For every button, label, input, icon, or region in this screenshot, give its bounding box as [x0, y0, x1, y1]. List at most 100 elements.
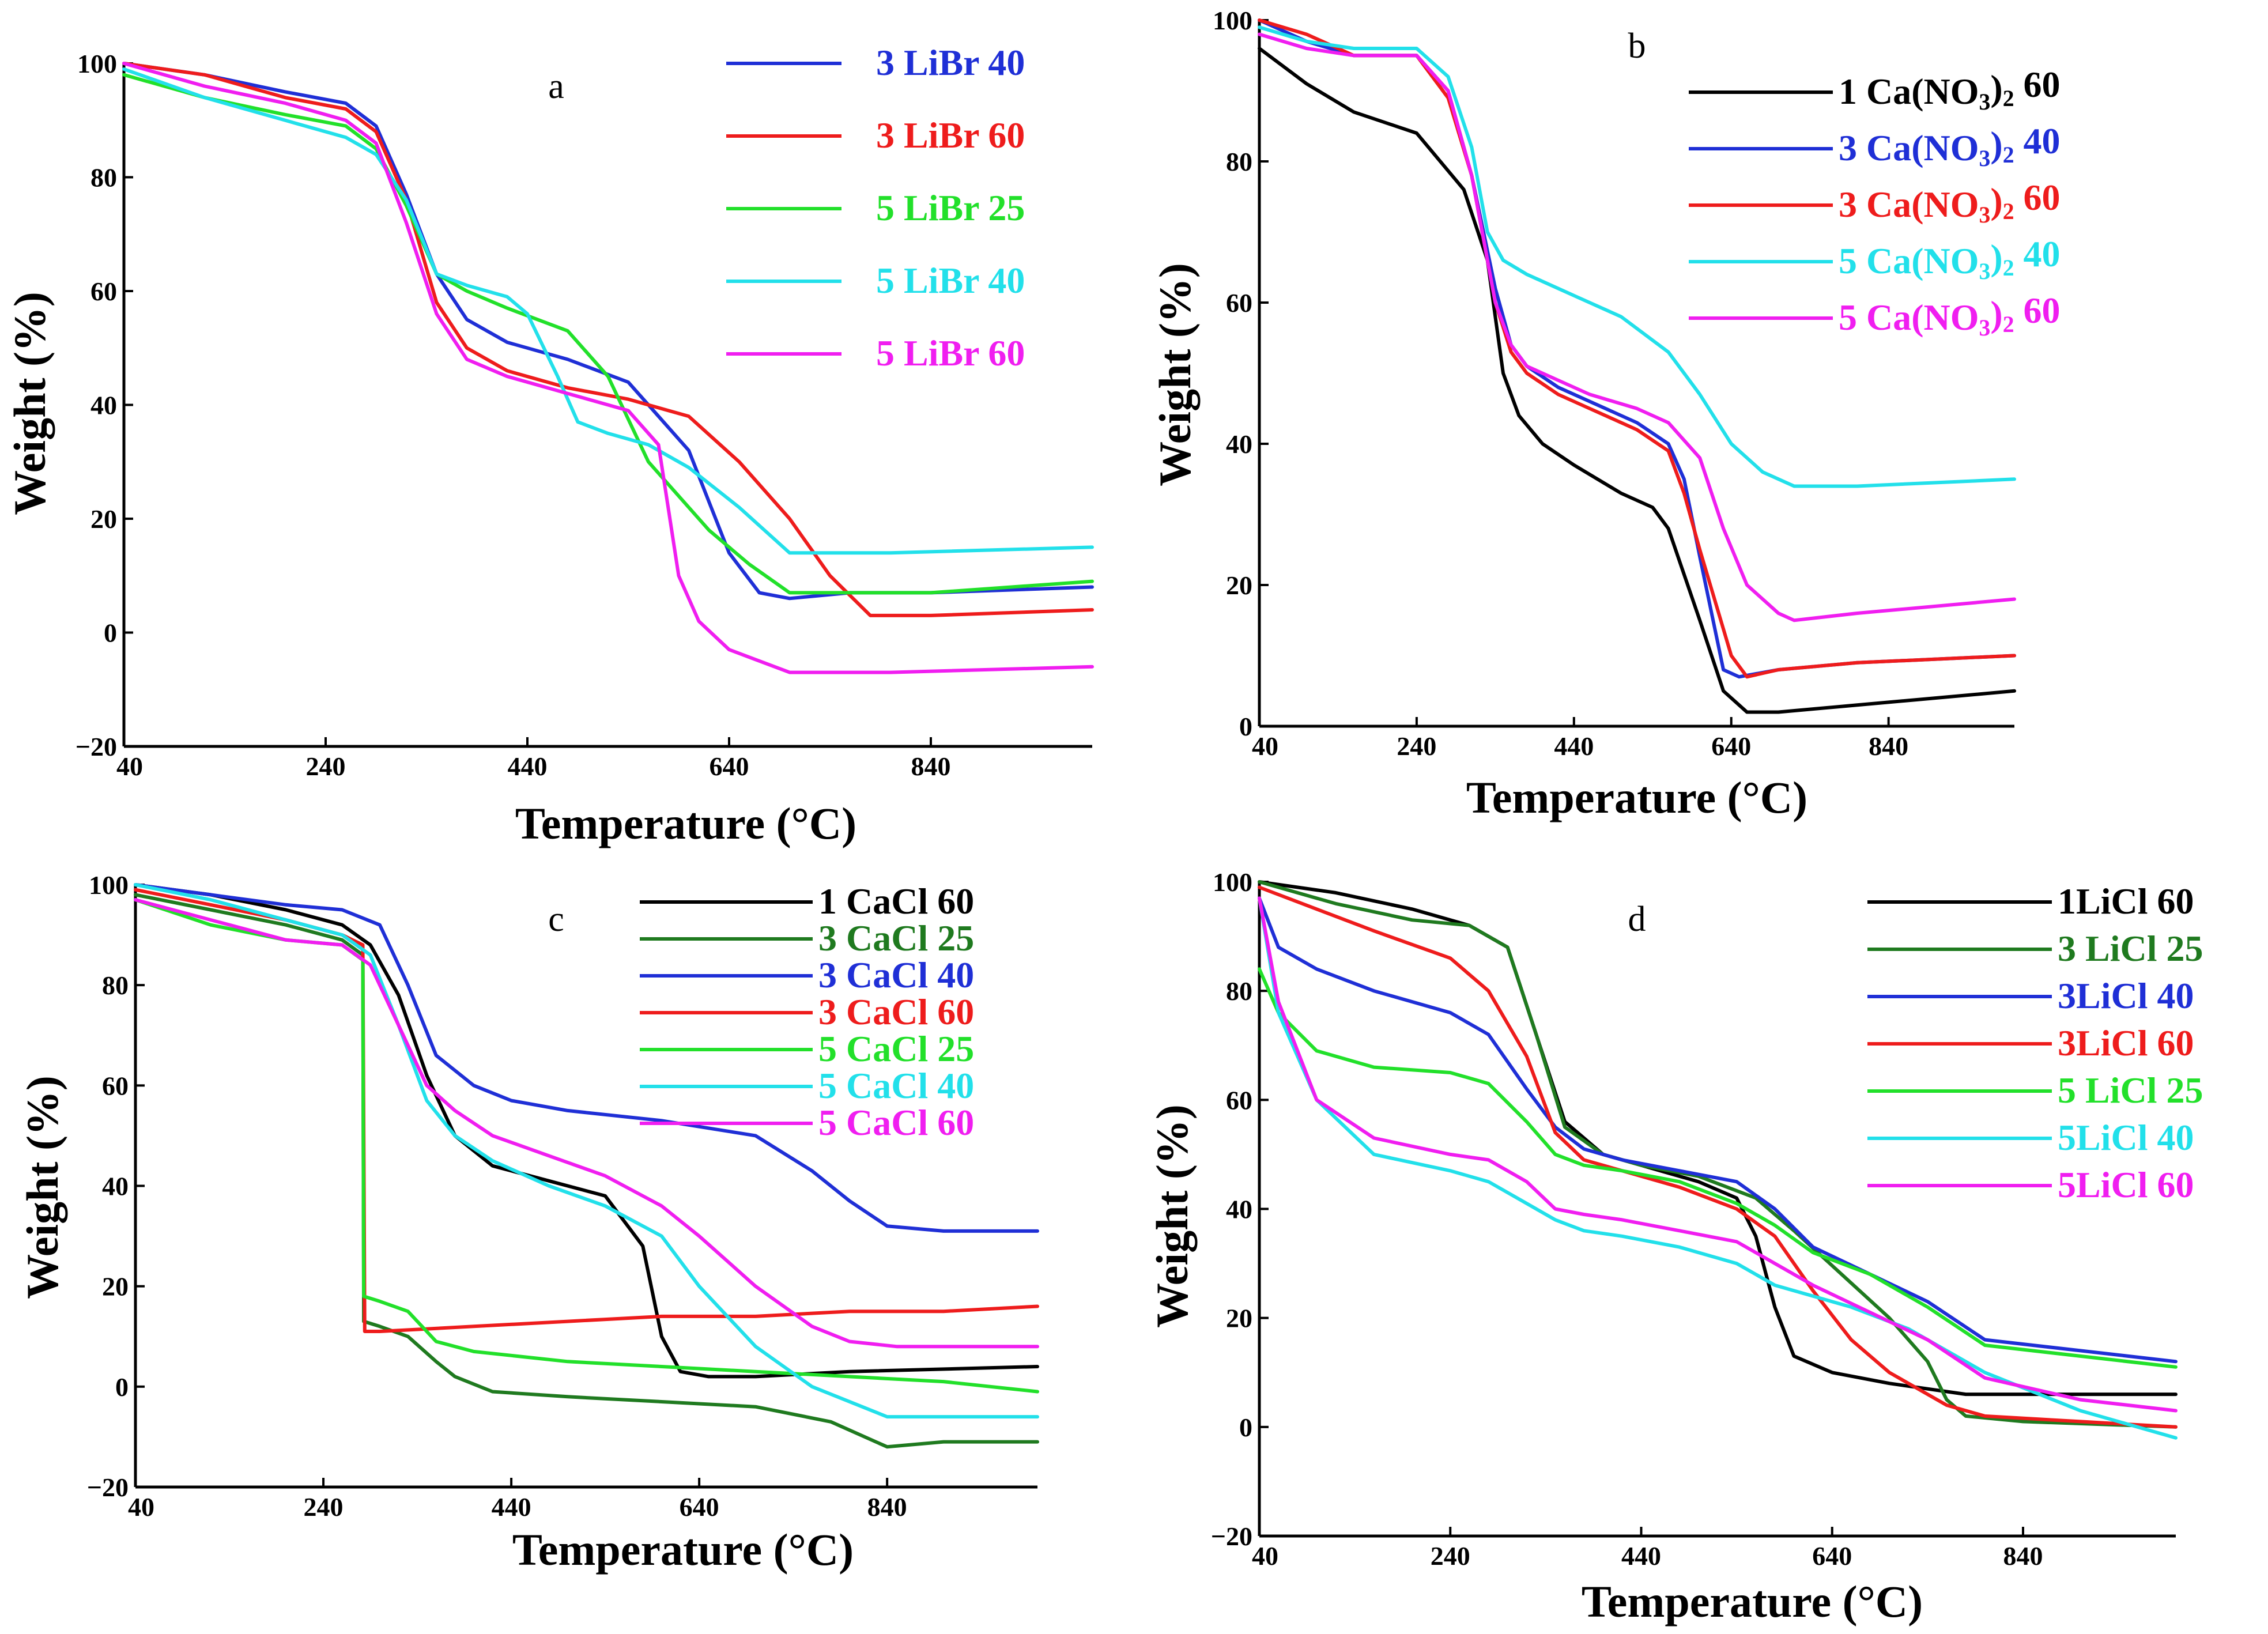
- series-line-3licl-60: [1258, 885, 2178, 1429]
- y-tick-label: 0: [1239, 1413, 1252, 1442]
- x-tick-label: 840: [911, 752, 951, 781]
- legend-label-3-cano32-40: 3 Ca(NO3)2 40: [1839, 120, 2061, 171]
- x-tick-label: 440: [508, 752, 548, 781]
- x-axis-title: Temperature (°C): [1582, 1576, 1923, 1627]
- y-tick-label: 40: [1226, 1195, 1252, 1224]
- legend: 1 CaCl 603 CaCl 253 CaCl 403 CaCl 605 Ca…: [640, 881, 974, 1143]
- series-line-3-libr-40: [122, 62, 1094, 601]
- legend-label-5-libr-25: 5 LiBr 25: [876, 187, 1025, 228]
- y-axis-title: Weight (%): [5, 292, 55, 515]
- y-tick-label: 40: [1226, 429, 1252, 459]
- legend: 1 Ca(NO3)2 603 Ca(NO3)2 403 Ca(NO3)2 605…: [1689, 64, 2061, 341]
- x-tick-label: 40: [128, 1492, 154, 1522]
- legend: 1LiCl 60 3 LiCl 25 3LiCl 40 3LiCl 60 5 LiCl …: [1867, 881, 2203, 1205]
- series-line-5-cano32-60: [1258, 32, 2016, 622]
- legend-label-3-licl-25: 3 LiCl 25: [2058, 928, 2203, 969]
- x-tick-label: 640: [710, 752, 749, 781]
- panel-label: a: [548, 67, 564, 106]
- panel-c: −20 0 20 40 60 80 100 40 240 440 640 840 Temperature…: [17, 870, 1039, 1575]
- y-tick-label: 60: [1226, 1085, 1252, 1115]
- series-line-5-libr-60: [122, 62, 1094, 674]
- y-tick-label: 40: [90, 391, 117, 420]
- legend-label-5-cano32-40: 5 Ca(NO3)2 40: [1839, 233, 2061, 284]
- legend-label-3-cano32-60: 3 Ca(NO3)2 60: [1839, 177, 2061, 228]
- y-tick-label: 20: [1226, 1304, 1252, 1333]
- legend-label-5-cacl-60: 5 CaCl 60: [818, 1102, 974, 1143]
- legend-label-3-libr-40: 3 LiBr 40: [876, 42, 1025, 83]
- y-tick-label: −20: [87, 1473, 129, 1502]
- x-tick-label: 240: [1397, 731, 1436, 761]
- x-axis-title: Temperature (°C): [515, 798, 856, 848]
- y-tick-label: 100: [1213, 6, 1252, 35]
- series-line-5licl-60: [1258, 896, 2178, 1413]
- x-tick-label: 640: [1711, 731, 1751, 761]
- series-line-3-licl-25: [1258, 880, 2178, 1429]
- y-tick-label: 60: [1226, 288, 1252, 318]
- y-tick-label: 60: [102, 1071, 129, 1100]
- x-tick-label: 40: [1252, 731, 1278, 761]
- panel-label: c: [548, 900, 564, 939]
- y-axis-title: Weight (%): [1147, 1104, 1197, 1328]
- legend: 3 LiBr 40 3 LiBr 60 5 LiBr 25 5 LiBr 40 5 Li…: [726, 42, 1025, 373]
- legend-label-5-licl-25: 5 LiCl 25: [2058, 1070, 2203, 1111]
- y-tick-label: 20: [102, 1272, 129, 1301]
- series-line-3-libr-60: [122, 62, 1094, 617]
- series-line-3licl-40: [1258, 896, 2178, 1364]
- series-line-3-cacl-40: [134, 883, 1039, 1233]
- legend-label-5licl-60: 5LiCl 60: [2058, 1164, 2194, 1205]
- legend-label-3-cacl-60: 3 CaCl 60: [818, 991, 974, 1032]
- series-line-5-libr-25: [122, 73, 1094, 595]
- panel-label: b: [1628, 27, 1646, 66]
- y-axis-title: Weight (%): [17, 1076, 67, 1299]
- legend-label-3licl-60: 3LiCl 60: [2058, 1022, 2194, 1063]
- y-tick-label: 20: [1226, 571, 1252, 600]
- y-tick-label: 100: [89, 870, 129, 900]
- series-line-5-libr-40: [122, 67, 1094, 555]
- y-tick-label: 80: [90, 163, 117, 193]
- legend-label-5-cano32-60: 5 Ca(NO3)2 60: [1839, 290, 2061, 341]
- x-axis-title: Temperature (°C): [1466, 772, 1807, 822]
- x-tick-label: 840: [2003, 1541, 2043, 1571]
- y-tick-label: 0: [115, 1372, 129, 1402]
- y-tick-label: 20: [90, 504, 117, 534]
- x-tick-label: 40: [116, 752, 143, 781]
- x-tick-label: 240: [1431, 1541, 1470, 1571]
- y-tick-label: 100: [77, 49, 117, 78]
- y-tick-label: −20: [76, 732, 117, 761]
- panel-b: 0 20 40 60 80 100 40 240 440 640 840 Temperature (°…: [1150, 6, 2061, 822]
- panel-label: d: [1628, 900, 1646, 939]
- legend-label-1licl-60: 1LiCl 60: [2058, 881, 2194, 922]
- series-line-5-cacl-60: [134, 898, 1039, 1349]
- x-tick-label: 440: [1621, 1541, 1661, 1571]
- series-line-1-cano32-60: [1258, 47, 2016, 714]
- y-tick-label: 0: [1239, 712, 1252, 741]
- y-tick-label: 0: [104, 618, 117, 648]
- panel-d: −20 0 20 40 60 80 100 40 240 440 640 840 Temperature…: [1147, 867, 2203, 1627]
- legend-label-5-cacl-25: 5 CaCl 25: [818, 1028, 974, 1069]
- y-axis-title: Weight (%): [1150, 263, 1200, 486]
- x-axis-title: Temperature (°C): [512, 1524, 854, 1575]
- x-tick-label: 640: [680, 1492, 719, 1522]
- y-tick-label: 100: [1213, 867, 1252, 897]
- panel-a: −20 0 20 40 60 80 100 40 240 440 640 840 Temperature…: [5, 42, 1094, 848]
- legend-label-3-cacl-25: 3 CaCl 25: [818, 918, 974, 958]
- legend-label-1-cano32-60: 1 Ca(NO3)2 60: [1839, 64, 2061, 115]
- series-line-3-cacl-25: [134, 893, 1039, 1449]
- legend-label-5licl-40: 5LiCl 40: [2058, 1117, 2194, 1158]
- x-tick-label: 640: [1812, 1541, 1852, 1571]
- series-line-5-cano32-40: [1258, 25, 2016, 488]
- x-tick-label: 440: [492, 1492, 531, 1522]
- series-line-5-cacl-40: [134, 883, 1039, 1419]
- series-line-5licl-40: [1258, 896, 2178, 1440]
- x-tick-label: 240: [304, 1492, 344, 1522]
- legend-label-5-libr-60: 5 LiBr 60: [876, 333, 1025, 373]
- y-tick-label: 40: [102, 1172, 129, 1201]
- legend-label-3-libr-60: 3 LiBr 60: [876, 115, 1025, 156]
- y-tick-label: 80: [1226, 147, 1252, 176]
- series-line-1licl-60: [1258, 880, 2178, 1397]
- legend-label-3licl-40: 3LiCl 40: [2058, 975, 2194, 1016]
- y-tick-label: −20: [1211, 1522, 1252, 1551]
- legend-label-5-libr-40: 5 LiBr 40: [876, 260, 1025, 301]
- y-tick-label: 60: [90, 277, 117, 306]
